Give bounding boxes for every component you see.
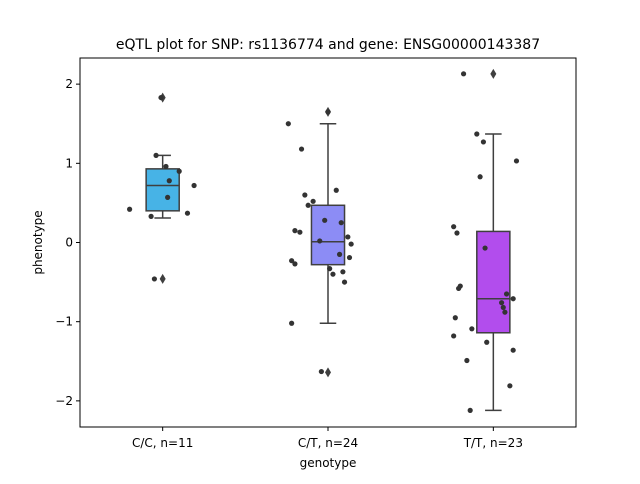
data-point (163, 163, 169, 170)
data-point (127, 206, 133, 212)
data-point (330, 271, 336, 277)
data-point (346, 254, 353, 261)
outlier-marker (490, 68, 497, 79)
data-point (510, 296, 516, 302)
data-point (338, 220, 344, 226)
data-point (500, 304, 506, 311)
data-point (176, 168, 182, 174)
data-point (153, 152, 159, 158)
data-point (322, 217, 328, 223)
data-point (502, 309, 508, 315)
data-point (151, 276, 157, 282)
chart-title: eQTL plot for SNP: rs1136774 and gene: E… (116, 37, 540, 53)
data-point (302, 192, 308, 198)
data-point (452, 315, 458, 321)
y-tick-label: 2 (65, 77, 73, 91)
data-point (305, 202, 311, 208)
data-point (191, 182, 197, 189)
data-point (513, 158, 520, 164)
data-point (310, 198, 316, 204)
data-point (348, 241, 354, 247)
data-point (165, 194, 171, 200)
data-point (480, 139, 487, 145)
data-point (325, 109, 331, 115)
data-point (464, 357, 470, 364)
data-point (148, 213, 154, 219)
box-group (285, 106, 354, 378)
data-point (318, 368, 324, 375)
data-point (469, 326, 475, 332)
data-point (340, 269, 346, 275)
data-point (507, 383, 513, 389)
y-tick-label: 0 (65, 236, 73, 250)
data-point (289, 320, 295, 326)
data-point (467, 407, 473, 413)
data-point (289, 258, 295, 264)
data-point (454, 230, 460, 236)
data-point (333, 187, 339, 193)
data-point (460, 71, 467, 77)
y-tick-label: 1 (65, 156, 73, 170)
data-point (327, 266, 333, 272)
y-tick-label: −1 (55, 315, 73, 329)
data-point (158, 94, 164, 101)
plot-area (127, 68, 520, 413)
data-point (451, 333, 457, 339)
y-axis-label: phenotype (31, 210, 45, 274)
data-point (285, 121, 291, 127)
axes: C/C, n=11 C/T, n=24 T/T, n=23 −2 −1 0 1 2 (55, 77, 523, 450)
data-point (474, 131, 480, 137)
x-tick-label: C/C, n=11 (132, 436, 193, 450)
data-point (298, 146, 305, 152)
box-iqr (476, 230, 511, 334)
data-point (457, 283, 463, 289)
box-iqr (145, 168, 180, 212)
data-point (184, 210, 191, 216)
outlier-marker (325, 367, 331, 378)
box-group (127, 92, 197, 284)
data-point (345, 234, 351, 240)
data-point (510, 347, 516, 353)
x-axis-label: genotype (300, 456, 357, 470)
data-point (297, 229, 303, 235)
data-point (341, 279, 348, 285)
data-point (482, 245, 488, 251)
y-tick-label: −2 (55, 394, 73, 408)
data-point (499, 300, 505, 306)
data-point (484, 339, 490, 345)
data-point (451, 224, 457, 230)
box-group (451, 68, 520, 413)
x-tick-label: C/T, n=24 (298, 436, 358, 450)
data-point (317, 238, 323, 244)
data-point (292, 228, 298, 234)
data-point (477, 174, 483, 180)
outlier-marker (159, 273, 166, 284)
data-point (166, 178, 172, 184)
data-point (336, 251, 343, 257)
x-tick-label: T/T, n=23 (463, 436, 523, 450)
data-point (503, 291, 510, 297)
data-point (292, 261, 298, 267)
